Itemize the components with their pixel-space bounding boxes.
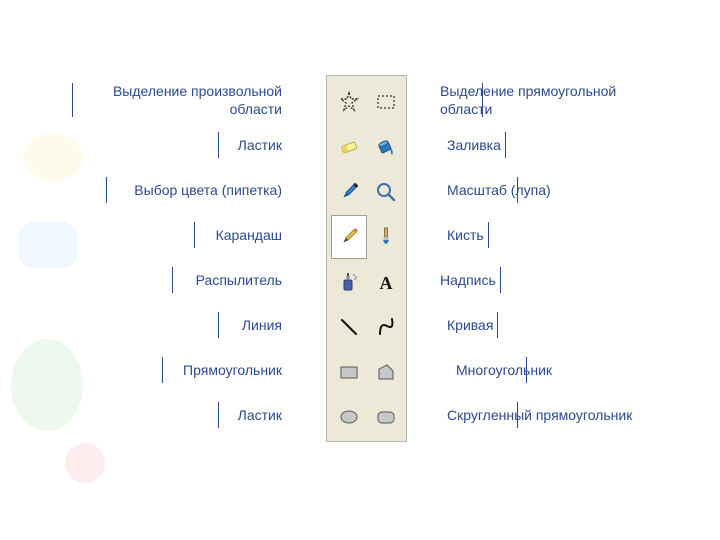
- eraser-icon: [338, 136, 360, 158]
- tool-brush[interactable]: [368, 215, 404, 259]
- bg-decoration: [6, 210, 96, 290]
- tool-pencil[interactable]: [331, 215, 367, 259]
- ellipse-icon: [338, 406, 360, 428]
- tool-picker[interactable]: [331, 170, 367, 214]
- tool-zoom[interactable]: [368, 170, 404, 214]
- tick-left-row2: [106, 177, 107, 203]
- tool-roundrect[interactable]: [368, 395, 404, 439]
- label-right-row0: Выделение прямоугольнойобласти: [440, 82, 616, 118]
- tool-line[interactable]: [331, 305, 367, 349]
- svg-text:A: A: [380, 273, 393, 293]
- bg-decoration: [18, 122, 88, 192]
- text-a-icon: A: [375, 271, 397, 293]
- tick-right-row2: [517, 177, 518, 203]
- eyedropper-icon: [338, 181, 360, 203]
- tool-curve[interactable]: [368, 305, 404, 349]
- tool-eraser[interactable]: [331, 125, 367, 169]
- tick-left-row7: [218, 402, 219, 428]
- label-right-row3: Кисть: [447, 226, 484, 244]
- tool-polygon[interactable]: [368, 350, 404, 394]
- curve-icon: [375, 316, 397, 338]
- label-left-row6: Прямоугольник: [168, 361, 282, 379]
- tick-left-row0: [72, 83, 73, 117]
- label-left-row2: Выбор цвета (пипетка): [112, 181, 282, 199]
- label-left-row5: Линия: [224, 316, 282, 334]
- tick-right-row3: [488, 222, 489, 248]
- tick-left-row1: [218, 132, 219, 158]
- bg-decoration: [2, 330, 92, 440]
- tick-right-row5: [497, 312, 498, 338]
- label-left-row3: Карандаш: [200, 226, 282, 244]
- label-right-row6: Многоугольник: [456, 361, 552, 379]
- tick-left-row3: [194, 222, 195, 248]
- label-left-row0: Выделение произвольнойобласти: [78, 82, 282, 118]
- tick-right-row1: [505, 132, 506, 158]
- polygon-icon: [375, 361, 397, 383]
- pencil-icon: [338, 226, 360, 248]
- tool-spray[interactable]: [331, 260, 367, 304]
- label-right-row4: Надпись: [440, 271, 496, 289]
- tool-fill[interactable]: [368, 125, 404, 169]
- tool-rect-select[interactable]: [368, 80, 404, 124]
- label-right-row7: Скругленный прямоугольник: [447, 406, 632, 424]
- tool-free-select[interactable]: [331, 80, 367, 124]
- label-right-row1: Заливка: [447, 136, 501, 154]
- paint-toolbox: A: [326, 75, 407, 442]
- rect-icon: [338, 361, 360, 383]
- label-left-row7: Ластик: [224, 406, 282, 424]
- label-right-row2: Масштаб (лупа): [447, 181, 551, 199]
- star-lasso-icon: [338, 91, 360, 113]
- magnifier-icon: [375, 181, 397, 203]
- tick-left-row4: [172, 267, 173, 293]
- line-icon: [338, 316, 360, 338]
- tick-right-row6: [526, 357, 527, 383]
- label-left-row4: Распылитель: [178, 271, 282, 289]
- infographic-canvas: A Выделение произвольнойобласти Ластик Выб…: [0, 0, 720, 540]
- brush-icon: [375, 226, 397, 248]
- roundrect-icon: [375, 406, 397, 428]
- tick-right-row0: [482, 83, 483, 117]
- spray-icon: [338, 271, 360, 293]
- tick-left-row5: [218, 312, 219, 338]
- tick-left-row6: [162, 357, 163, 383]
- bucket-icon: [375, 136, 397, 158]
- tick-right-row4: [500, 267, 501, 293]
- bg-decoration: [60, 438, 110, 488]
- label-right-row5: Кривая: [447, 316, 493, 334]
- tool-rect[interactable]: [331, 350, 367, 394]
- dashed-rect-icon: [375, 91, 397, 113]
- tick-right-row7: [517, 402, 518, 428]
- tool-ellipse[interactable]: [331, 395, 367, 439]
- label-left-row1: Ластик: [224, 136, 282, 154]
- tool-text[interactable]: A: [368, 260, 404, 304]
